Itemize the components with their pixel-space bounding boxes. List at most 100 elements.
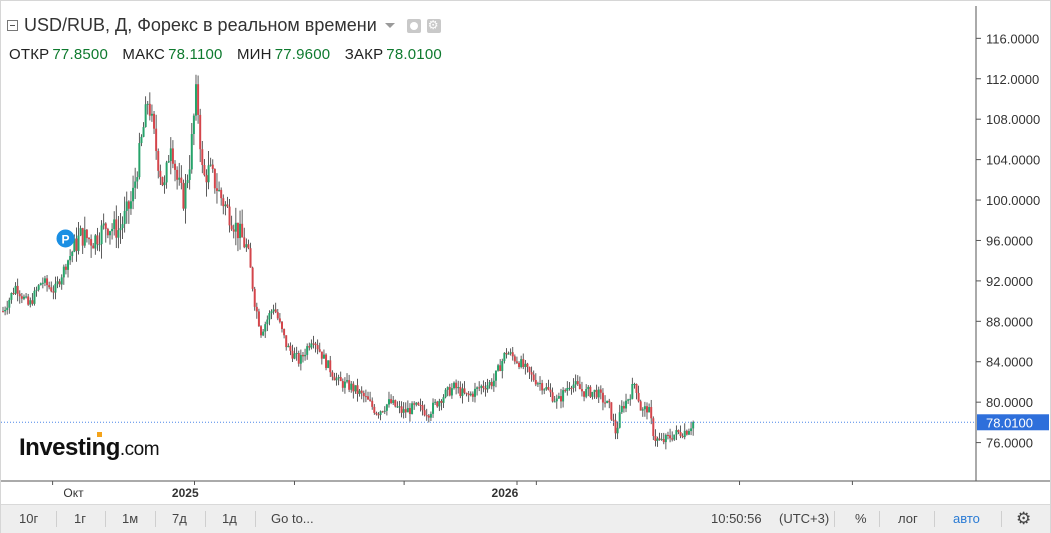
candle-body (60, 277, 63, 285)
y-tick-label: 92.0000 (986, 274, 1033, 289)
candle-body (541, 383, 544, 391)
candle-body (169, 148, 172, 162)
candle-body (459, 386, 462, 397)
candle-body (111, 228, 114, 232)
candle-body (641, 409, 644, 411)
chart-title: USD/RUB, Д, Форекс в реальном времени (24, 15, 377, 35)
candle-body (511, 352, 514, 357)
candle-body (400, 406, 403, 413)
candle-body (576, 381, 579, 385)
candle-body (304, 354, 307, 357)
candle-body (289, 345, 292, 351)
candle-body (469, 393, 472, 396)
candle-body (167, 161, 170, 163)
candle-body (648, 407, 651, 413)
candle-body (463, 388, 466, 393)
candle-body (37, 285, 40, 290)
range-10y-button[interactable]: 10г (19, 511, 39, 526)
candle-body (155, 128, 158, 152)
candle-body (329, 360, 332, 373)
candle-body (557, 396, 560, 399)
candle-body (530, 372, 533, 375)
candle-body (335, 378, 338, 381)
candle-body (488, 381, 491, 386)
candle-body (503, 352, 506, 362)
y-tick-label: 84.0000 (986, 355, 1033, 370)
candle-body (679, 432, 682, 436)
candle-body (455, 382, 458, 389)
candle-body (43, 278, 46, 283)
toolbar-divider (879, 511, 880, 527)
candle-body (522, 359, 525, 367)
candle-body (325, 354, 328, 368)
candle-body (415, 402, 418, 405)
settings-icon[interactable] (426, 18, 441, 33)
candle-body (209, 164, 212, 166)
candle-body (239, 223, 242, 239)
candle-body (375, 412, 378, 415)
dropdown-caret-icon[interactable] (384, 23, 395, 28)
range-1m-button[interactable]: 1м (122, 511, 139, 526)
candle-body (243, 237, 246, 248)
candle-body (337, 377, 340, 379)
candle-body (190, 134, 193, 170)
candle-body (197, 84, 200, 115)
candle-body (618, 412, 621, 428)
timezone-selector[interactable]: (UTC+3) (779, 511, 830, 526)
candle-body (316, 345, 319, 350)
logo-dot (97, 432, 102, 437)
candle-body (450, 388, 453, 396)
candle-body (230, 225, 233, 230)
candle-body (346, 380, 349, 382)
candle-body (327, 360, 330, 368)
candle-body (524, 363, 527, 367)
candle-body (62, 266, 65, 278)
candle-body (232, 229, 235, 232)
candle-body (270, 311, 273, 314)
candle-body (379, 411, 382, 415)
candle-body (102, 223, 105, 226)
candle-body (12, 293, 15, 295)
candle-body (96, 235, 99, 245)
candle-body (73, 238, 76, 252)
candle-body (100, 225, 103, 245)
range-1d-button[interactable]: 1д (222, 511, 237, 526)
candle-body (301, 354, 304, 357)
candle-body (448, 387, 451, 396)
candle-body (639, 401, 642, 411)
candle-body (492, 380, 495, 387)
log-toggle[interactable]: лог (898, 511, 918, 526)
candle-body (673, 434, 676, 440)
candle-body (180, 177, 183, 183)
range-1y-button[interactable]: 1г (74, 511, 86, 526)
candle-body (322, 354, 325, 359)
auto-toggle[interactable]: авто (953, 511, 980, 526)
candle-body (473, 388, 476, 397)
candle-body (318, 349, 321, 352)
candle-body (411, 403, 414, 415)
collapse-icon[interactable] (7, 20, 18, 31)
range-7d-button[interactable]: 7д (172, 511, 187, 526)
candle-body (383, 410, 386, 412)
candle-body (559, 396, 562, 402)
candle-body (658, 438, 661, 440)
candle-body (218, 189, 221, 191)
candle-body (486, 385, 489, 390)
percent-toggle[interactable]: % (855, 511, 867, 526)
visibility-icon[interactable] (406, 18, 421, 33)
gear-icon[interactable]: ⚙ (1016, 509, 1032, 528)
candle-body (505, 352, 508, 355)
goto-button[interactable]: Go to... (271, 511, 314, 526)
candle-body (132, 187, 135, 202)
candle-body (241, 223, 244, 238)
candle-body (136, 177, 139, 182)
candle-body (58, 281, 61, 285)
candle-body (75, 238, 78, 251)
candle-body (27, 296, 30, 305)
price-chart[interactable]: 116.0000 112.0000 108.0000 104.0000 100.0000… (1, 1, 1050, 504)
chart-toolbar: 10г 1г 1м 7д 1д Go to... 10:50:56 (UTC+3… (1, 504, 1050, 533)
candle-body (480, 385, 483, 388)
toolbar-divider (1001, 511, 1002, 527)
y-tick-label: 116.0000 (986, 31, 1039, 46)
candle-body (236, 222, 239, 239)
